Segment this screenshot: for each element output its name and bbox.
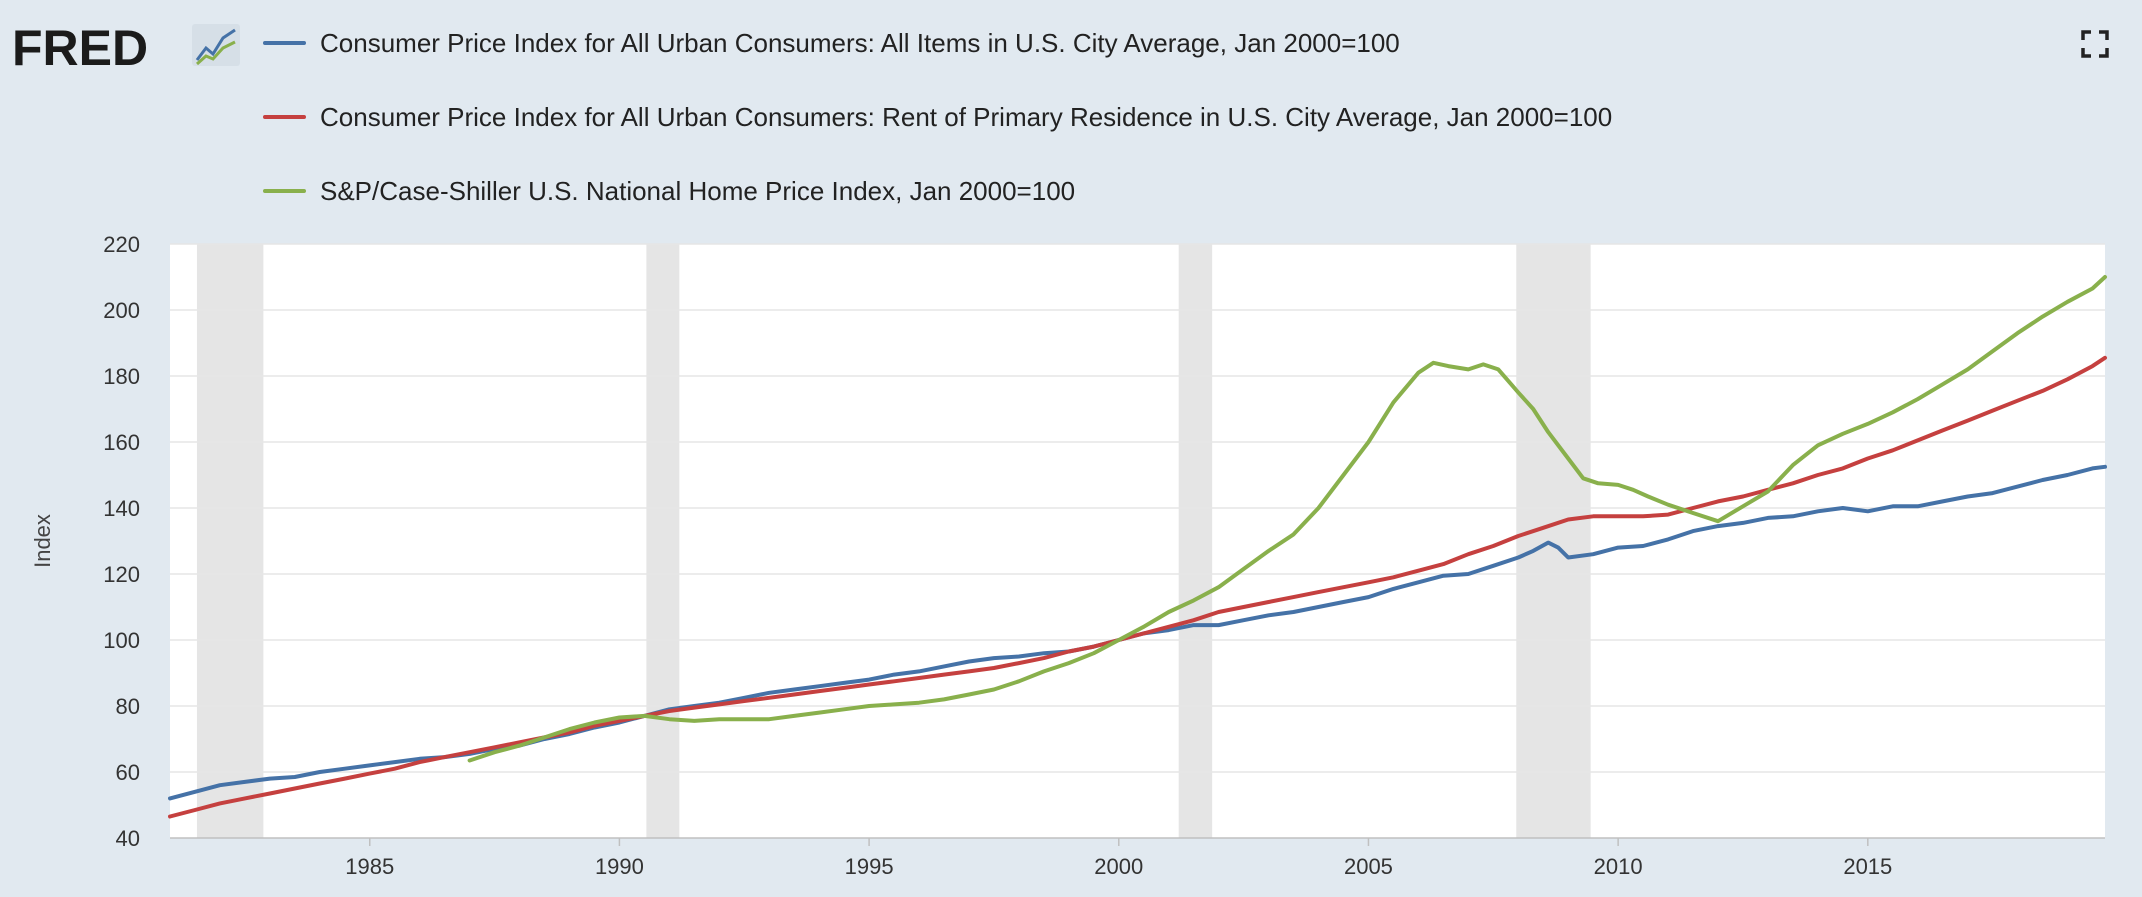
legend-swatch-cpi-rent	[263, 115, 306, 119]
legend-swatch-case-shiller	[263, 189, 306, 193]
x-tick-label: 2010	[1594, 854, 1643, 879]
y-tick-label: 160	[103, 430, 140, 455]
x-tick-label: 2015	[1843, 854, 1892, 879]
legend-item-cpi-rent[interactable]: Consumer Price Index for All Urban Consu…	[263, 97, 1612, 137]
fred-logo-text: FRED	[12, 20, 148, 70]
plot-background	[170, 244, 2105, 838]
y-tick-label: 60	[116, 760, 140, 785]
x-tick-label: 2000	[1094, 854, 1143, 879]
y-tick-label: 40	[116, 826, 140, 851]
legend-item-case-shiller[interactable]: S&P/Case-Shiller U.S. National Home Pric…	[263, 171, 1075, 211]
y-axis-title: Index	[30, 514, 55, 568]
fred-logo[interactable]: FRED	[10, 20, 250, 70]
series-line-cpi-rent[interactable]	[168, 355, 2107, 819]
recession-band-1	[646, 244, 680, 838]
x-tick-label: 1995	[845, 854, 894, 879]
series-line-cpi-all-items[interactable]	[168, 464, 2107, 801]
y-tick-label: 120	[103, 562, 140, 587]
legend-label-cpi-rent: Consumer Price Index for All Urban Consu…	[320, 101, 1613, 132]
y-tick-label: 80	[116, 694, 140, 719]
y-tick-label: 200	[103, 298, 140, 323]
y-tick-label: 100	[103, 628, 140, 653]
x-tick-label: 1990	[595, 854, 644, 879]
series-line-case-shiller[interactable]	[467, 275, 2107, 763]
recession-band-0	[196, 244, 264, 838]
fullscreen-button[interactable]	[2075, 24, 2115, 64]
recession-band-2	[1178, 244, 1213, 838]
legend-item-cpi-all-items[interactable]: Consumer Price Index for All Urban Consu…	[263, 23, 1400, 63]
y-tick-label: 140	[103, 496, 140, 521]
fred-logo-graph-icon	[192, 24, 240, 66]
y-tick-label: 180	[103, 364, 140, 389]
legend-label-case-shiller: S&P/Case-Shiller U.S. National Home Pric…	[320, 175, 1076, 206]
legend-label-cpi-all-items: Consumer Price Index for All Urban Consu…	[320, 27, 1400, 58]
y-tick-label: 220	[103, 232, 140, 257]
fullscreen-icon	[2081, 30, 2109, 58]
x-tick-label: 2005	[1344, 854, 1393, 879]
legend-swatch-cpi-all-items	[263, 41, 306, 45]
recession-band-3	[1516, 244, 1591, 838]
x-tick-label: 1985	[345, 854, 394, 879]
